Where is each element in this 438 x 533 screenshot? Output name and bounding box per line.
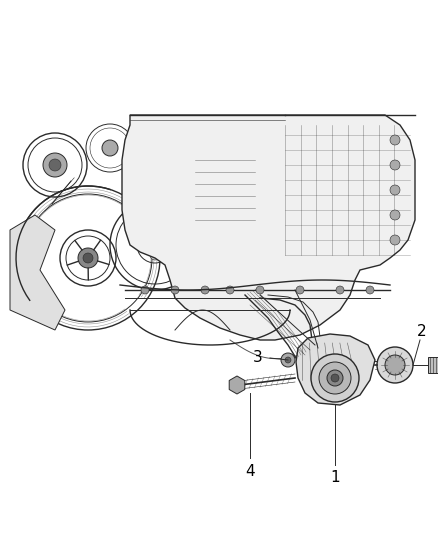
Circle shape: [327, 370, 343, 386]
Polygon shape: [10, 215, 65, 330]
Polygon shape: [428, 357, 438, 373]
Circle shape: [102, 140, 118, 156]
Circle shape: [331, 374, 339, 382]
Circle shape: [159, 235, 169, 245]
Polygon shape: [229, 376, 245, 394]
Circle shape: [201, 286, 209, 294]
Circle shape: [311, 354, 359, 402]
Circle shape: [149, 239, 161, 251]
Circle shape: [43, 153, 67, 177]
Polygon shape: [122, 115, 415, 340]
Text: 1: 1: [330, 471, 340, 486]
Circle shape: [390, 235, 400, 245]
Circle shape: [141, 235, 152, 245]
Circle shape: [256, 286, 264, 294]
Circle shape: [285, 357, 291, 363]
Text: 4: 4: [245, 464, 255, 480]
Circle shape: [390, 210, 400, 220]
Circle shape: [171, 286, 179, 294]
Circle shape: [150, 250, 160, 260]
Text: 2: 2: [417, 325, 427, 340]
FancyBboxPatch shape: [187, 142, 263, 243]
Circle shape: [226, 286, 234, 294]
Circle shape: [281, 353, 295, 367]
Circle shape: [366, 286, 374, 294]
Circle shape: [49, 159, 61, 171]
Circle shape: [385, 355, 405, 375]
Circle shape: [78, 248, 98, 268]
Circle shape: [296, 286, 304, 294]
Text: 3: 3: [253, 350, 263, 365]
Circle shape: [377, 347, 413, 383]
Polygon shape: [296, 334, 375, 405]
Circle shape: [319, 362, 351, 394]
Circle shape: [390, 185, 400, 195]
Circle shape: [390, 135, 400, 145]
Circle shape: [390, 160, 400, 170]
FancyBboxPatch shape: [198, 128, 252, 150]
Circle shape: [83, 253, 93, 263]
Circle shape: [141, 286, 149, 294]
Ellipse shape: [28, 279, 42, 301]
Circle shape: [336, 286, 344, 294]
